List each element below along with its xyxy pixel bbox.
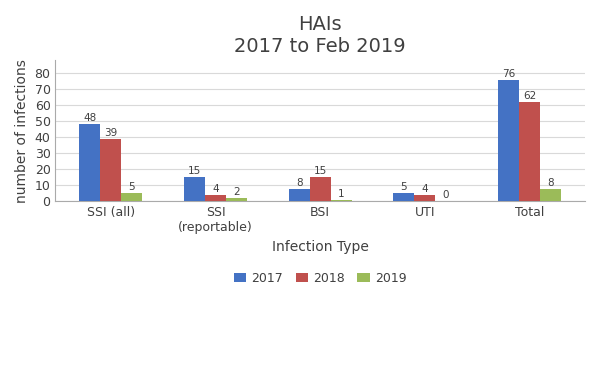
Bar (415, 195, 436, 201)
Bar (100, 139, 121, 201)
X-axis label: Infection Type: Infection Type (272, 240, 368, 254)
Bar (519, 102, 540, 201)
Text: 39: 39 (104, 128, 118, 138)
Text: 0: 0 (443, 191, 449, 200)
Bar (226, 198, 247, 201)
Text: 8: 8 (296, 178, 302, 188)
Bar (331, 200, 352, 201)
Text: 15: 15 (188, 166, 201, 176)
Text: 8: 8 (547, 178, 554, 188)
Text: 4: 4 (212, 184, 219, 194)
Legend: 2017, 2018, 2019: 2017, 2018, 2019 (229, 267, 412, 290)
Bar (540, 189, 561, 201)
Text: 48: 48 (83, 113, 97, 123)
Text: 1: 1 (338, 189, 344, 199)
Bar (289, 189, 310, 201)
Text: 62: 62 (523, 91, 536, 101)
Bar (79, 124, 100, 201)
Bar (394, 193, 415, 201)
Bar (310, 177, 331, 201)
Text: 76: 76 (502, 69, 515, 79)
Bar (121, 193, 142, 201)
Text: 2: 2 (233, 187, 240, 197)
Y-axis label: number of infections: number of infections (15, 59, 29, 203)
Text: 4: 4 (422, 184, 428, 194)
Title: HAIs
2017 to Feb 2019: HAIs 2017 to Feb 2019 (235, 15, 406, 56)
Bar (205, 195, 226, 201)
Bar (498, 80, 519, 201)
Text: 15: 15 (314, 166, 327, 176)
Text: 5: 5 (128, 182, 135, 192)
Text: 5: 5 (401, 182, 407, 192)
Bar (184, 177, 205, 201)
